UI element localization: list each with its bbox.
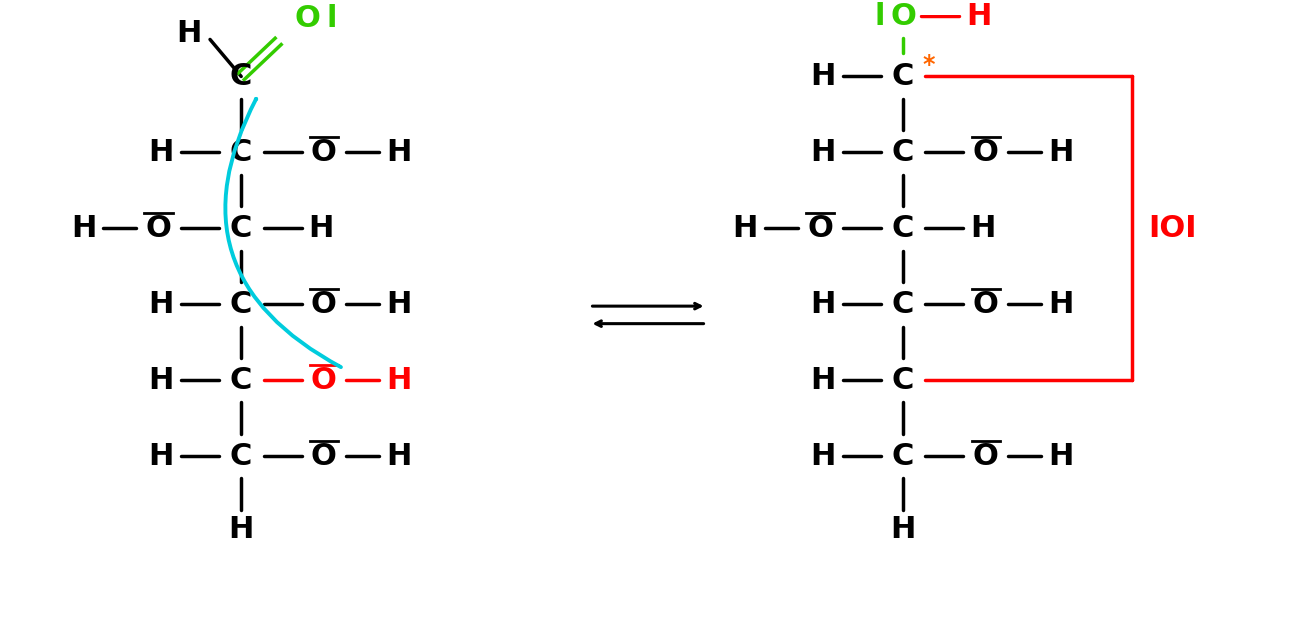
Text: C: C: [892, 290, 914, 319]
Text: H: H: [71, 214, 96, 243]
Text: O: O: [294, 4, 320, 33]
Text: H: H: [970, 214, 996, 243]
Text: C: C: [230, 366, 253, 395]
Text: H: H: [1048, 290, 1074, 319]
Text: C: C: [230, 138, 253, 167]
Text: H: H: [1048, 138, 1074, 167]
FancyArrowPatch shape: [226, 99, 341, 367]
Text: H: H: [309, 214, 333, 243]
Text: C: C: [230, 441, 253, 470]
Text: H: H: [811, 290, 835, 319]
Text: H: H: [149, 138, 174, 167]
Text: H: H: [811, 62, 835, 91]
Text: O: O: [311, 138, 337, 167]
FancyArrowPatch shape: [297, 0, 322, 9]
Text: C: C: [892, 138, 914, 167]
Text: C: C: [892, 366, 914, 395]
Text: H: H: [811, 441, 835, 470]
Text: H: H: [811, 366, 835, 395]
Text: C: C: [892, 62, 914, 91]
Text: l: l: [874, 2, 885, 31]
Text: H: H: [387, 441, 411, 470]
Text: H: H: [149, 290, 174, 319]
Text: H: H: [1048, 441, 1074, 470]
Text: O: O: [973, 290, 999, 319]
Text: H: H: [149, 441, 174, 470]
Text: H: H: [890, 515, 916, 543]
Text: H: H: [733, 214, 757, 243]
Text: H: H: [387, 290, 411, 319]
Text: O: O: [145, 214, 171, 243]
Text: H: H: [966, 2, 992, 31]
Text: O: O: [973, 138, 999, 167]
Text: *: *: [922, 53, 935, 77]
Text: C: C: [230, 62, 253, 91]
Text: C: C: [230, 290, 253, 319]
Text: O: O: [973, 441, 999, 470]
Text: O: O: [807, 214, 833, 243]
Text: C: C: [892, 214, 914, 243]
Text: H: H: [149, 366, 174, 395]
Text: O: O: [890, 2, 916, 31]
Text: H: H: [811, 138, 835, 167]
Text: H: H: [387, 138, 411, 167]
Text: O: O: [311, 290, 337, 319]
Text: IOI: IOI: [1148, 214, 1197, 243]
Text: C: C: [892, 441, 914, 470]
Text: O: O: [311, 441, 337, 470]
Text: C: C: [230, 214, 253, 243]
Text: H: H: [228, 515, 254, 543]
Text: l: l: [327, 4, 337, 33]
Text: O: O: [311, 366, 337, 395]
Text: H: H: [387, 366, 411, 395]
Text: H: H: [176, 19, 201, 48]
